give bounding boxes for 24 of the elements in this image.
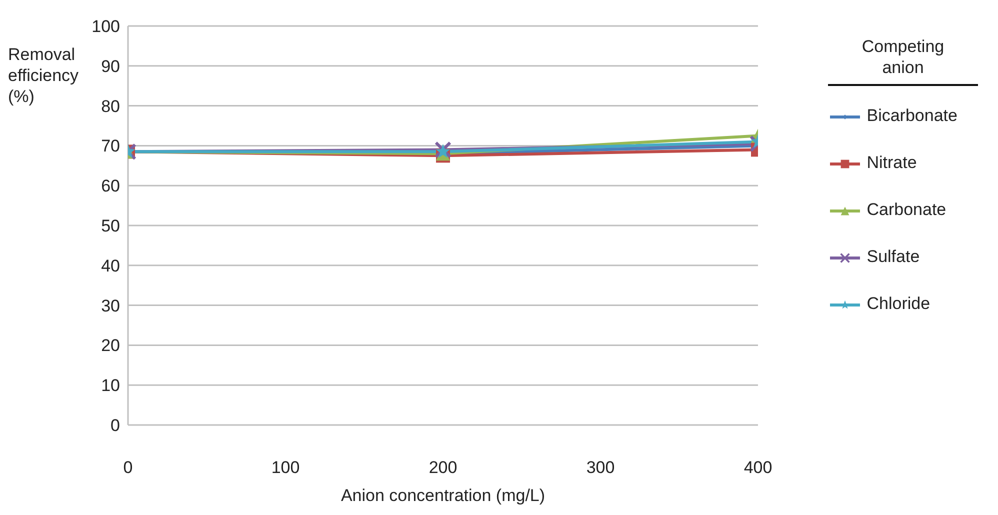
x-tick-label: 200 <box>428 458 458 478</box>
y-tick-label: 80 <box>101 96 120 116</box>
y-tick-label: 60 <box>101 176 120 196</box>
legend-label: Nitrate <box>866 153 918 173</box>
x-tick-label: 400 <box>744 458 772 478</box>
legend-label: Sulfate <box>866 247 921 267</box>
x-tick-label: 0 <box>123 458 133 478</box>
y-tick-label: 0 <box>110 416 120 436</box>
x-tick-label: 300 <box>586 458 615 478</box>
y-tick-label: 10 <box>101 376 120 396</box>
legend-label: Bicarbonate <box>866 106 958 126</box>
y-tick-label: 40 <box>101 256 120 276</box>
y-tick-label: 70 <box>101 136 120 156</box>
y-tick-label: 20 <box>101 336 120 356</box>
legend-title: Competing anion <box>828 36 978 86</box>
x-tick-label: 100 <box>271 458 300 478</box>
x-axis-title: Anion concentration (mg/L) <box>340 486 546 505</box>
legend-label: Chloride <box>866 294 932 314</box>
y-tick-label: 90 <box>101 56 120 76</box>
y-tick-label: 50 <box>101 216 120 236</box>
y-tick-label: 30 <box>101 296 120 316</box>
y-tick-label: 100 <box>92 17 120 36</box>
legend-label: Carbonate <box>866 200 948 220</box>
y-axis-title: Removal efficiency (%) <box>8 44 80 107</box>
